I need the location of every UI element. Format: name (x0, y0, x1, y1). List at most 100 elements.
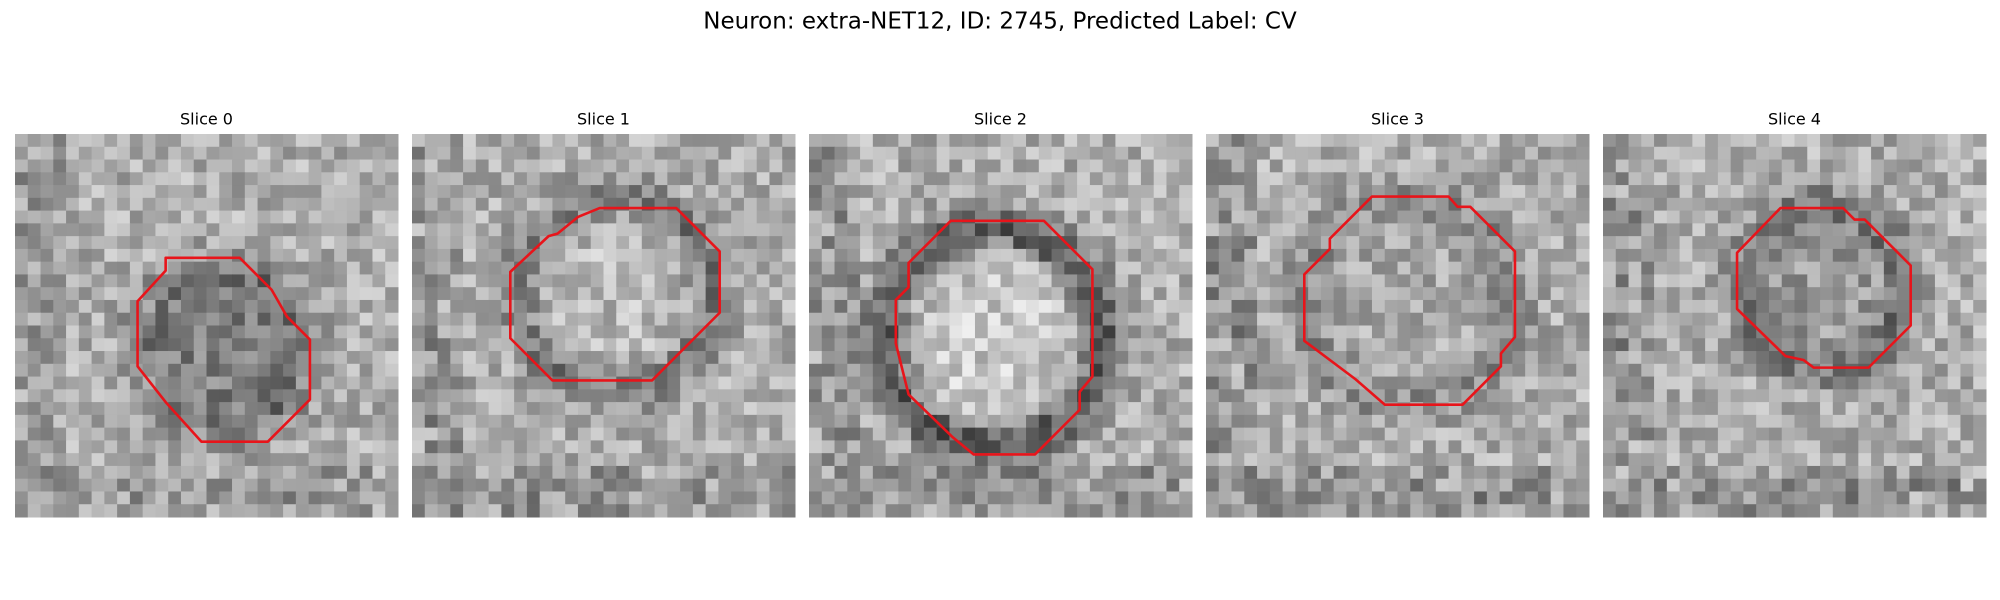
pixel (1448, 504, 1462, 518)
pixel (1692, 299, 1706, 314)
pixel (603, 389, 617, 403)
pixel (219, 389, 233, 403)
pixel (1615, 248, 1630, 263)
pixel (1384, 248, 1398, 263)
pixel (1512, 363, 1526, 378)
pixel (743, 453, 758, 467)
pixel (769, 465, 783, 480)
pixel (15, 134, 29, 148)
pixel (372, 389, 386, 403)
pixel (129, 146, 144, 161)
pixel (1295, 274, 1309, 288)
pixel (1628, 363, 1642, 378)
pixel (526, 402, 541, 416)
pixel (1115, 159, 1129, 173)
pixel (1128, 236, 1142, 250)
pixel (872, 172, 887, 186)
pixel (1282, 197, 1296, 212)
pixel (1922, 338, 1936, 352)
pixel (78, 236, 93, 250)
pixel (412, 414, 426, 429)
pixel (206, 402, 220, 416)
pixel (501, 465, 515, 480)
pixel (1909, 223, 1923, 237)
pixel (911, 261, 925, 275)
pixel (1282, 261, 1296, 275)
pixel (923, 338, 938, 352)
pixel (1896, 376, 1910, 390)
pixel (1820, 504, 1834, 518)
pixel (1794, 465, 1808, 480)
pixel (1934, 197, 1949, 212)
pixel (1717, 504, 1732, 518)
pixel (1615, 134, 1630, 148)
pixel (731, 274, 745, 288)
pixel (1922, 312, 1936, 326)
pixel (27, 338, 42, 352)
pixel (974, 299, 989, 314)
pixel (667, 376, 681, 390)
pixel (168, 134, 182, 148)
pixel (1244, 325, 1258, 339)
pixel (168, 287, 182, 301)
pixel (475, 134, 490, 148)
pixel (1128, 134, 1142, 148)
pixel (346, 414, 361, 429)
pixel (756, 478, 770, 492)
pixel (180, 402, 195, 416)
pixel (974, 453, 989, 467)
pixel (974, 504, 989, 518)
pixel (295, 274, 310, 288)
pixel (295, 287, 310, 301)
pixel (1563, 210, 1577, 224)
pixel (501, 427, 515, 441)
pixel (1922, 197, 1936, 212)
pixel (1244, 248, 1258, 263)
pixel (142, 248, 156, 263)
pixel (974, 261, 989, 275)
pixel (53, 376, 67, 390)
pixel (1512, 351, 1526, 365)
pixel (1537, 376, 1552, 390)
pixel (1717, 146, 1732, 161)
pixel (1064, 465, 1078, 480)
pixel (424, 376, 439, 390)
pixel (424, 210, 439, 224)
pixel (1308, 134, 1322, 148)
pixel (514, 338, 528, 352)
pixel (1832, 159, 1847, 173)
pixel (1973, 389, 1987, 403)
pixel (1512, 134, 1526, 148)
pixel (654, 351, 668, 365)
pixel (911, 414, 925, 429)
pixel (936, 299, 950, 314)
pixel (743, 146, 758, 161)
pixel (1858, 210, 1872, 224)
pixel (412, 389, 426, 403)
pixel (53, 299, 67, 314)
pixel (539, 210, 553, 224)
pixel (142, 261, 156, 275)
pixel (1871, 478, 1885, 492)
pixel (590, 274, 604, 288)
pixel (667, 236, 681, 250)
pixel (987, 159, 1001, 173)
pixel (117, 478, 131, 492)
pixel (1576, 491, 1590, 505)
pixel (437, 159, 451, 173)
pixel (40, 338, 54, 352)
pixel (1179, 351, 1193, 365)
pixel (1615, 325, 1630, 339)
roi-contour (894, 219, 1094, 456)
pixel (603, 210, 617, 224)
pixel (334, 389, 348, 403)
pixel (1435, 478, 1450, 492)
pixel (705, 402, 719, 416)
pixel (705, 197, 719, 212)
pixel (1705, 504, 1719, 518)
pixel (1820, 402, 1834, 416)
pixel (1807, 465, 1821, 480)
pixel (603, 159, 617, 173)
pixel (1550, 491, 1564, 505)
pixel (1218, 504, 1233, 518)
